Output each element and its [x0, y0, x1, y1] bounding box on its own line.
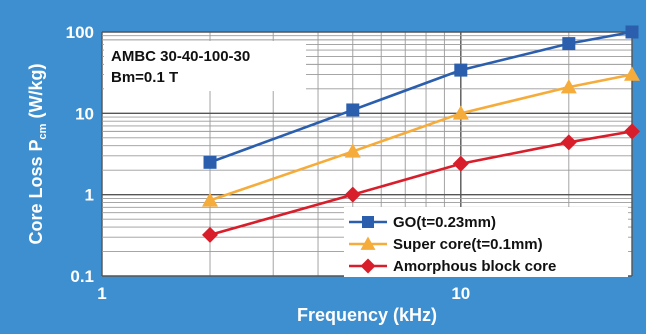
legend-label: GO(t=0.23mm) — [393, 214, 496, 231]
y-tick-label: 10 — [75, 104, 94, 123]
data-point — [452, 105, 469, 120]
legend-item: Super core(t=0.1mm) — [349, 236, 543, 253]
x-axis-title: Frequency (kHz) — [297, 305, 437, 325]
data-point — [625, 25, 639, 39]
legend: GO(t=0.23mm) Super core(t=0.1mm) Amorphous… — [344, 207, 628, 277]
annotation-frame — [104, 41, 306, 91]
x-tick-label: 10 — [451, 284, 470, 303]
annotation-line-2: Bm=0.1 T — [111, 69, 178, 86]
data-point — [202, 226, 219, 243]
legend-marker — [360, 258, 376, 274]
y-tick-label: 1 — [85, 186, 94, 205]
legend-item: Amorphous block core — [349, 258, 556, 275]
legend-frame — [344, 207, 628, 277]
series-2 — [202, 66, 640, 207]
series-1 — [203, 25, 639, 169]
annotation-line-1: AMBC 30-40-100-30 — [111, 48, 250, 65]
data-point — [346, 103, 360, 117]
data-point — [624, 66, 640, 81]
data-point — [344, 186, 361, 203]
data-point — [560, 134, 577, 151]
series-layer — [202, 25, 640, 243]
y-axis-title-unit: (W/kg) — [26, 64, 46, 124]
data-point — [624, 123, 640, 140]
annotation-box: AMBC 30-40-100-30 Bm=0.1 T — [104, 41, 306, 91]
y-tick-label: 0.1 — [70, 267, 94, 286]
data-point — [452, 155, 469, 172]
data-point — [203, 155, 217, 169]
legend-marker — [360, 236, 376, 250]
data-point — [344, 143, 361, 158]
data-point — [454, 63, 468, 77]
legend-items: GO(t=0.23mm) Super core(t=0.1mm) Amorphous… — [349, 214, 556, 275]
y-tick-label: 100 — [66, 23, 94, 42]
series-3 — [202, 123, 640, 243]
legend-item: GO(t=0.23mm) — [349, 214, 496, 231]
data-point — [560, 79, 577, 94]
legend-marker — [362, 216, 374, 228]
data-point — [202, 192, 219, 207]
y-axis-title-main: Core Loss P — [26, 139, 46, 244]
x-tick-label: 1 — [97, 284, 106, 303]
legend-label: Amorphous block core — [393, 258, 556, 275]
y-axis-title: Core Loss Pcm (W/kg) — [26, 64, 49, 245]
y-axis-title-subscript: cm — [37, 123, 49, 139]
data-point — [562, 37, 576, 51]
legend-label: Super core(t=0.1mm) — [393, 236, 543, 253]
